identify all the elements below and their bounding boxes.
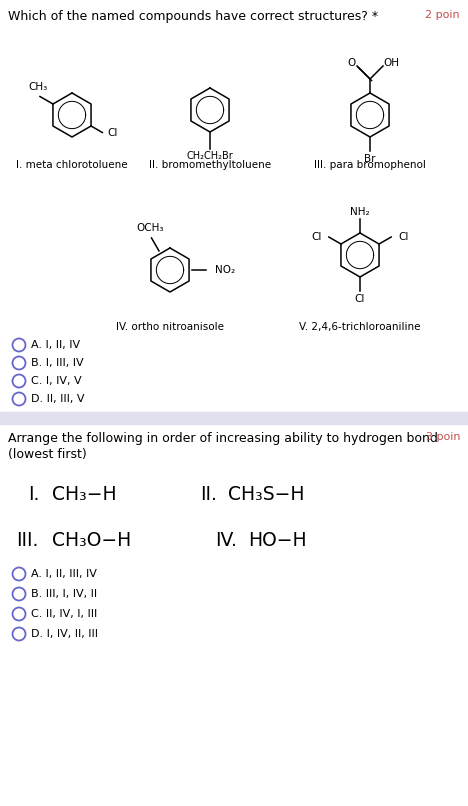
Text: NO₂: NO₂ — [215, 265, 235, 275]
Text: II. bromomethyltoluene: II. bromomethyltoluene — [149, 160, 271, 170]
Text: C. I, IV, V: C. I, IV, V — [31, 376, 81, 386]
Bar — [0, 412, 468, 424]
Text: Cl: Cl — [398, 232, 409, 242]
Text: III.: III. — [16, 530, 38, 550]
Text: B. III, I, IV, II: B. III, I, IV, II — [31, 589, 97, 599]
Text: B. I, III, IV: B. I, III, IV — [31, 358, 84, 368]
Text: (lowest first): (lowest first) — [8, 448, 87, 461]
Text: HO−H: HO−H — [248, 530, 307, 550]
Text: IV. ortho nitroanisole: IV. ortho nitroanisole — [116, 322, 224, 332]
Text: Br: Br — [364, 154, 376, 164]
Text: C. II, IV, I, III: C. II, IV, I, III — [31, 609, 97, 619]
Text: III. para bromophenol: III. para bromophenol — [314, 160, 426, 170]
Text: CH₃S−H: CH₃S−H — [228, 485, 305, 505]
Text: V. 2,4,6-trichloroaniline: V. 2,4,6-trichloroaniline — [299, 322, 421, 332]
Text: Cl: Cl — [107, 128, 117, 139]
Text: II.: II. — [200, 485, 217, 505]
Text: Arrange the following in order of increasing ability to hydrogen bond: Arrange the following in order of increa… — [8, 432, 438, 445]
Text: CH₃: CH₃ — [29, 82, 48, 93]
Text: I.: I. — [28, 485, 39, 505]
Text: OCH₃: OCH₃ — [137, 223, 164, 233]
Text: OH: OH — [383, 58, 399, 68]
Text: 2 poin: 2 poin — [425, 10, 460, 20]
Text: Which of the named compounds have correct structures? *: Which of the named compounds have correc… — [8, 10, 378, 23]
Text: IV.: IV. — [215, 530, 237, 550]
Text: A. I, II, III, IV: A. I, II, III, IV — [31, 569, 97, 579]
Text: Cl: Cl — [311, 232, 322, 242]
Text: O: O — [348, 58, 356, 68]
Text: D. I, IV, II, III: D. I, IV, II, III — [31, 629, 98, 639]
Text: D. II, III, V: D. II, III, V — [31, 394, 85, 404]
Text: CH₃−H: CH₃−H — [52, 485, 117, 505]
Text: Cl: Cl — [355, 294, 365, 304]
Text: CH₂CH₂Br: CH₂CH₂Br — [187, 151, 234, 161]
Text: I. meta chlorotoluene: I. meta chlorotoluene — [16, 160, 128, 170]
Text: A. I, II, IV: A. I, II, IV — [31, 340, 80, 350]
Text: 3 poin: 3 poin — [425, 432, 460, 442]
Text: NH₂: NH₂ — [350, 207, 370, 217]
Text: CH₃O−H: CH₃O−H — [52, 530, 131, 550]
